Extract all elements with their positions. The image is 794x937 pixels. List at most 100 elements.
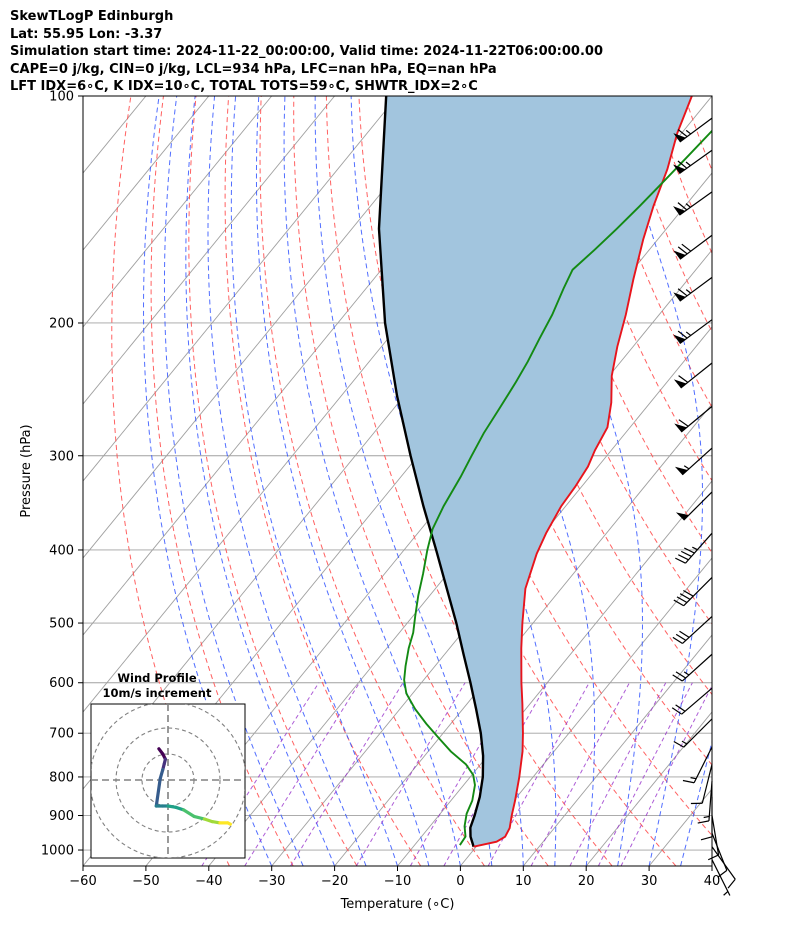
barb-shaft [708, 780, 713, 821]
barb-flag [675, 512, 689, 521]
isotherm-line [83, 96, 210, 251]
x-tick-label: 40 [704, 874, 721, 889]
barb-full [677, 129, 688, 138]
barb-shaft [683, 577, 713, 607]
barb-full [671, 707, 682, 715]
barb-flag [673, 379, 687, 388]
dry-adiabat-line [325, 96, 613, 866]
parcel-profile-line [377, 96, 485, 848]
hodograph-segment [226, 821, 232, 826]
barb-shaft [701, 764, 713, 804]
mixing-ratio-line [569, 682, 667, 866]
barb-full [717, 869, 728, 878]
isotherm-line [585, 711, 712, 866]
hodograph-subtitle: 10m/s increment [103, 686, 212, 700]
y-tick-label: 800 [49, 770, 74, 785]
barb-shaft [679, 319, 713, 344]
dry-adiabat-line [782, 96, 794, 866]
wind-barb [673, 149, 713, 174]
hodograph-plot [91, 704, 245, 858]
barb-full [678, 554, 689, 561]
wind-barb [682, 746, 713, 784]
barb-shaft [680, 405, 713, 433]
y-tick-label: 300 [49, 449, 74, 464]
wind-barb [673, 191, 713, 216]
isotherm-line [711, 865, 712, 866]
barb-shaft [681, 687, 713, 715]
barb-half [703, 815, 710, 819]
isotherm-line [83, 96, 84, 97]
title-block: SkewTLogP Edinburgh Lat: 55.95 Lon: -3.3… [10, 8, 790, 96]
wind-barb [707, 815, 720, 861]
dry-adiabat-line [717, 96, 794, 866]
barb-half [690, 777, 697, 780]
y-tick-label: 100 [49, 90, 74, 105]
wind-barb [673, 718, 713, 748]
isotherm-line [775, 96, 794, 866]
x-tick-label: 30 [641, 874, 658, 889]
barb-flag [673, 334, 686, 344]
location-line: Lat: 55.95 Lon: -3.37 [10, 26, 163, 42]
x-tick-label: −10 [384, 874, 411, 889]
moist-adiabat-line [350, 96, 524, 866]
hodograph-title: Wind Profile [117, 671, 197, 685]
isotherm-line [522, 634, 712, 866]
cape-cin-shading [378, 96, 692, 847]
barb-full [677, 202, 688, 211]
wind-barbs [671, 117, 736, 896]
barb-full [678, 375, 689, 383]
barb-full [673, 599, 685, 607]
moist-adiabat-line [711, 864, 712, 866]
x-axis-label: Temperature (∘C) [340, 897, 455, 912]
y-tick-label: 500 [49, 617, 74, 632]
indices-line: LFT IDX=6∘C, K IDX=10∘C, TOTAL TOTS=59∘C… [10, 79, 478, 94]
wind-barb [673, 276, 713, 302]
wind-barb [697, 780, 713, 824]
barb-shaft [711, 815, 720, 856]
axes: −60 −50 −40 −30 −20 −10 0 10 20 30 40 1000 900 800 700… [19, 90, 720, 913]
moist-adiabat-line [163, 96, 304, 866]
barb-full [675, 633, 687, 641]
wind-barb [673, 234, 713, 260]
x-tick-label: 20 [578, 874, 595, 889]
barb-shaft [711, 833, 728, 871]
barb-full [707, 854, 719, 861]
mixing-ratio-line [597, 682, 693, 866]
barb-flag [673, 250, 686, 260]
barb-full [675, 704, 686, 712]
barb-full [675, 557, 686, 564]
moist-adiabat-line [207, 96, 367, 866]
barb-full [680, 550, 692, 557]
y-tick-label: 200 [49, 316, 74, 331]
moist-adiabat-line [519, 96, 643, 866]
dewpoint-line [403, 129, 712, 846]
y-tick-label: 900 [49, 809, 74, 824]
y-tick-label: 1000 [41, 844, 74, 859]
barb-full [727, 878, 736, 889]
barb-flag [673, 164, 686, 174]
x-tick-label: 0 [456, 874, 464, 889]
hodograph-segment [154, 777, 162, 808]
mixing-ratio-line [620, 684, 712, 866]
barb-full [679, 630, 690, 638]
barb-flag [674, 466, 688, 475]
moist-adiabat-line [143, 96, 273, 866]
barb-full [677, 246, 688, 255]
barb-full [677, 288, 688, 297]
dry-adiabat-line [684, 96, 712, 172]
wind-barb [674, 447, 713, 476]
barb-half [685, 289, 692, 294]
profile-lines [377, 96, 712, 848]
hodograph-segment [182, 808, 196, 819]
barb-full [681, 243, 692, 252]
wind-barb [672, 615, 713, 644]
wind-barb [671, 687, 713, 715]
barb-full [683, 547, 695, 554]
barb-shaft [679, 117, 713, 143]
moist-adiabat-line [680, 739, 712, 866]
barb-half [683, 465, 690, 470]
wind-barb [711, 859, 731, 896]
isotherm-line [83, 96, 398, 482]
